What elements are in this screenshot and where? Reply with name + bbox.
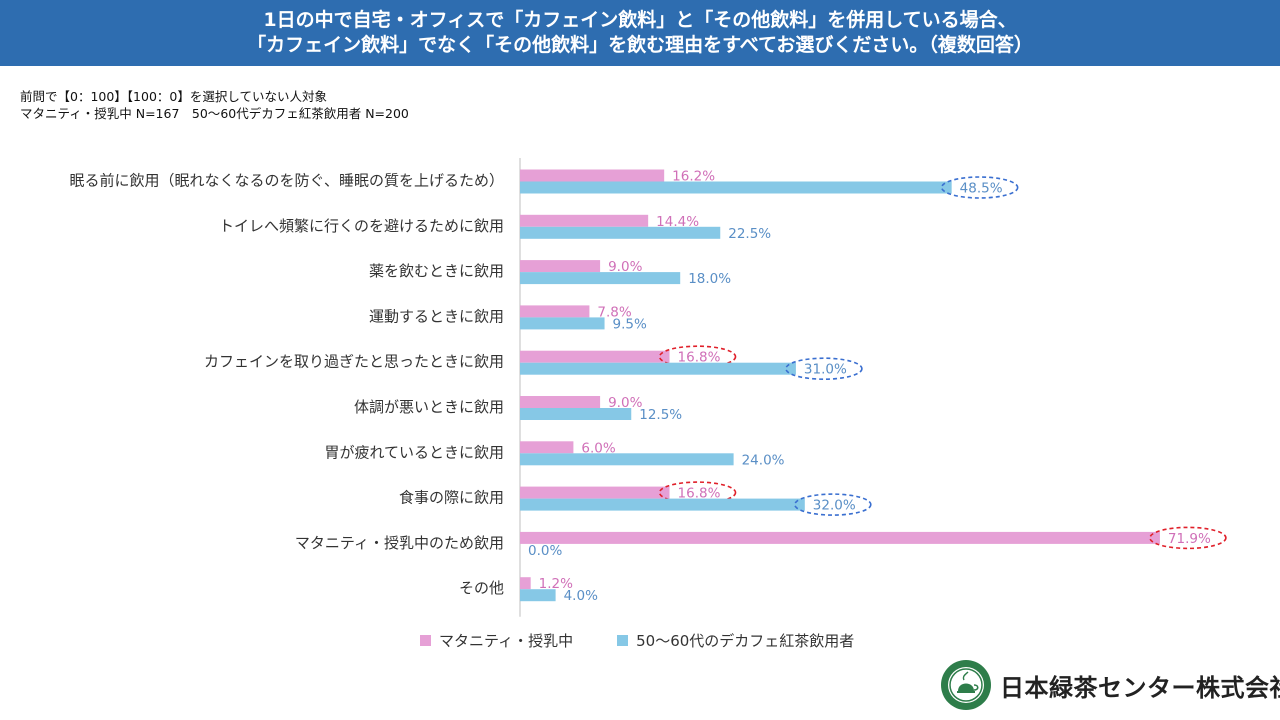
highlight-ellipse [658,481,737,504]
bar-maternity [520,260,601,273]
data-label: 71.9% [1168,531,1211,547]
highlight-ellipse [785,357,863,381]
category-label: 眠る前に飲用（眠れなくなるのを防ぐ、睡眠の質を上げるため） [69,172,504,190]
sample-notes: 前問で【0：100】【100：0】を選択していない人対象 マタニティ・授乳中 N… [20,88,409,122]
category-label: 胃が疲れているときに飲用 [324,443,504,461]
highlight-ellipse [793,493,872,516]
legend-label-maternity: マタニティ・授乳中 [439,631,574,650]
company-logo: 日本緑茶センター株式会社 ® [940,656,1280,714]
note-line-2: マタニティ・授乳中 N=167 50～60代デカフェ紅茶飲用者 N=200 [20,106,409,121]
data-label: 22.5% [728,226,771,242]
bar-maternity [520,486,670,499]
data-label: 16.2% [672,169,715,185]
note-line-1: 前問で【0：100】【100：0】を選択していない人対象 [20,89,327,104]
bar-maternity [520,305,590,318]
category-label: マタニティ・授乳中のため飲用 [295,534,504,552]
data-label: 1.2% [539,576,573,592]
data-label: 14.4% [656,214,699,230]
category-label: 運動するときに飲用 [369,307,504,325]
tea-emblem-icon [941,660,991,710]
category-label: 食事の際に飲用 [399,489,504,507]
company-name: 日本緑茶センター株式会社 [1000,673,1280,702]
category-label: その他 [459,579,504,597]
data-label: 6.0% [581,440,615,456]
bar-maternity [520,396,601,408]
data-label: 9.5% [613,316,647,332]
legend-swatch-maternity [420,634,431,646]
highlight-ellipse [940,176,1019,199]
bar-decaf [520,226,721,239]
legend-item-decaf: 50～60代のデカフェ紅茶飲用者 [617,630,854,651]
data-label: 48.5% [960,181,1003,197]
category-label: トイレへ頻繁に行くのを避けるために飲用 [219,217,504,235]
category-label: カフェインを取り過ぎたと思ったときに飲用 [204,353,504,371]
bar-decaf [520,272,681,285]
bar-decaf [520,498,805,511]
legend-swatch-decaf [617,634,629,646]
category-label: 薬を飲むときに飲用 [369,262,504,280]
highlight-ellipse [1149,526,1227,550]
data-label: 31.0% [804,362,847,378]
category-label: 体調が悪いときに飲用 [354,398,504,416]
bar-decaf [520,317,605,330]
data-label: 18.0% [688,271,731,287]
bar-decaf [520,408,632,420]
title-banner: 1日の中で自宅・オフィスで「カフェイン飲料」と「その他飲料」を併用している場合、… [0,0,1280,66]
bar-maternity [520,350,670,363]
data-label: 7.8% [597,304,631,320]
bar-maternity [520,169,665,182]
data-label: 9.0% [608,259,642,275]
data-label: 9.0% [608,395,642,411]
data-label: 4.0% [564,588,598,604]
legend-label-decaf: 50～60代のデカフェ紅茶飲用者 [636,631,855,650]
data-label: 16.8% [678,486,721,502]
title-line-1: 1日の中で自宅・オフィスで「カフェイン飲料」と「その他飲料」を併用している場合、 [263,9,1017,31]
bar-decaf [520,589,556,602]
bar-decaf [520,453,734,466]
bar-decaf [520,362,796,375]
bar-decaf [520,181,952,194]
bar-maternity [520,214,649,227]
bar-maternity [520,531,1160,544]
data-label: 0.0% [528,543,562,559]
data-label: 24.0% [742,452,785,468]
bar-maternity [520,441,574,454]
data-label: 12.5% [639,407,682,423]
highlight-ellipse [658,345,737,369]
legend-item-maternity: マタニティ・授乳中 [420,630,573,651]
title-line-2: 「カフェイン飲料」でなく「その他飲料」を飲む理由をすべてお選びください。（複数回… [247,34,1033,56]
data-label: 32.0% [813,498,856,514]
bar-maternity [520,577,531,590]
data-label: 16.8% [678,350,721,366]
chart-legend: マタニティ・授乳中 50～60代のデカフェ紅茶飲用者 [420,630,898,650]
